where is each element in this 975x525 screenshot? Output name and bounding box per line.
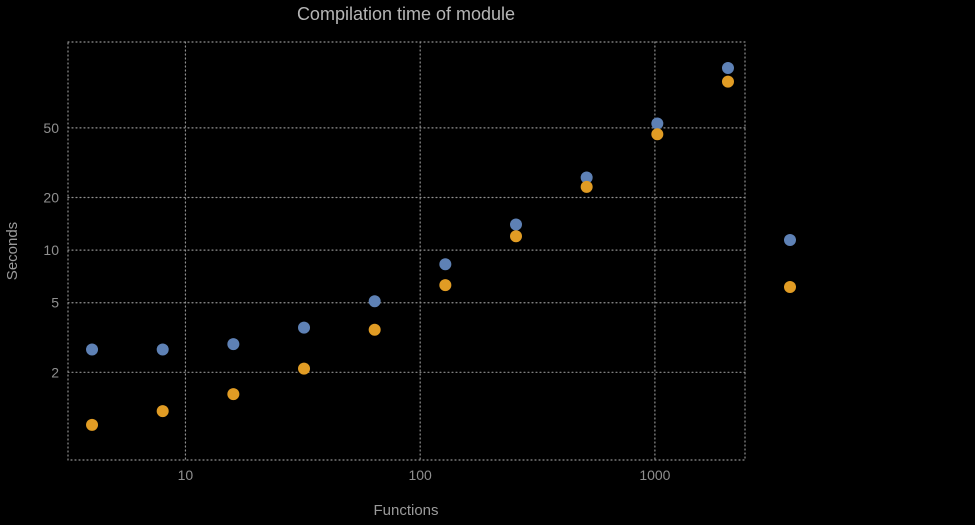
data-point-blue <box>651 117 664 130</box>
data-point-orange <box>510 230 523 243</box>
x-axis-label: Functions <box>373 502 439 519</box>
data-point-blue <box>368 295 381 308</box>
y-tick-label: 10 <box>43 242 59 258</box>
data-point-orange <box>156 405 169 418</box>
data-point-orange <box>580 180 593 193</box>
data-point-orange <box>721 75 734 88</box>
data-point-orange <box>298 362 311 375</box>
y-tick-label: 5 <box>51 295 59 311</box>
legend-marker-2 <box>784 281 796 293</box>
data-point-orange <box>651 128 664 141</box>
x-tick-label: 100 <box>408 467 432 483</box>
y-tick-label: 2 <box>51 364 59 380</box>
data-point-blue <box>439 258 452 271</box>
data-point-blue <box>156 343 169 356</box>
y-tick-label: 50 <box>43 120 59 136</box>
x-tick-label: 1000 <box>639 467 670 483</box>
data-point-orange <box>86 418 99 431</box>
plot-frame <box>67 41 746 461</box>
data-point-blue <box>86 343 99 356</box>
data-point-blue <box>227 338 240 351</box>
chart-title: Compilation time of module <box>296 4 516 24</box>
data-point-blue <box>580 171 593 184</box>
legend-marker-1 <box>784 234 796 246</box>
y-tick-label: 20 <box>43 189 59 205</box>
data-point-orange <box>439 279 452 292</box>
x-tick-label: 10 <box>178 467 194 483</box>
data-point-blue <box>721 62 734 75</box>
data-point-blue <box>298 321 311 334</box>
data-point-orange <box>368 323 381 336</box>
data-point-orange <box>227 388 240 401</box>
data-point-blue <box>510 218 523 231</box>
